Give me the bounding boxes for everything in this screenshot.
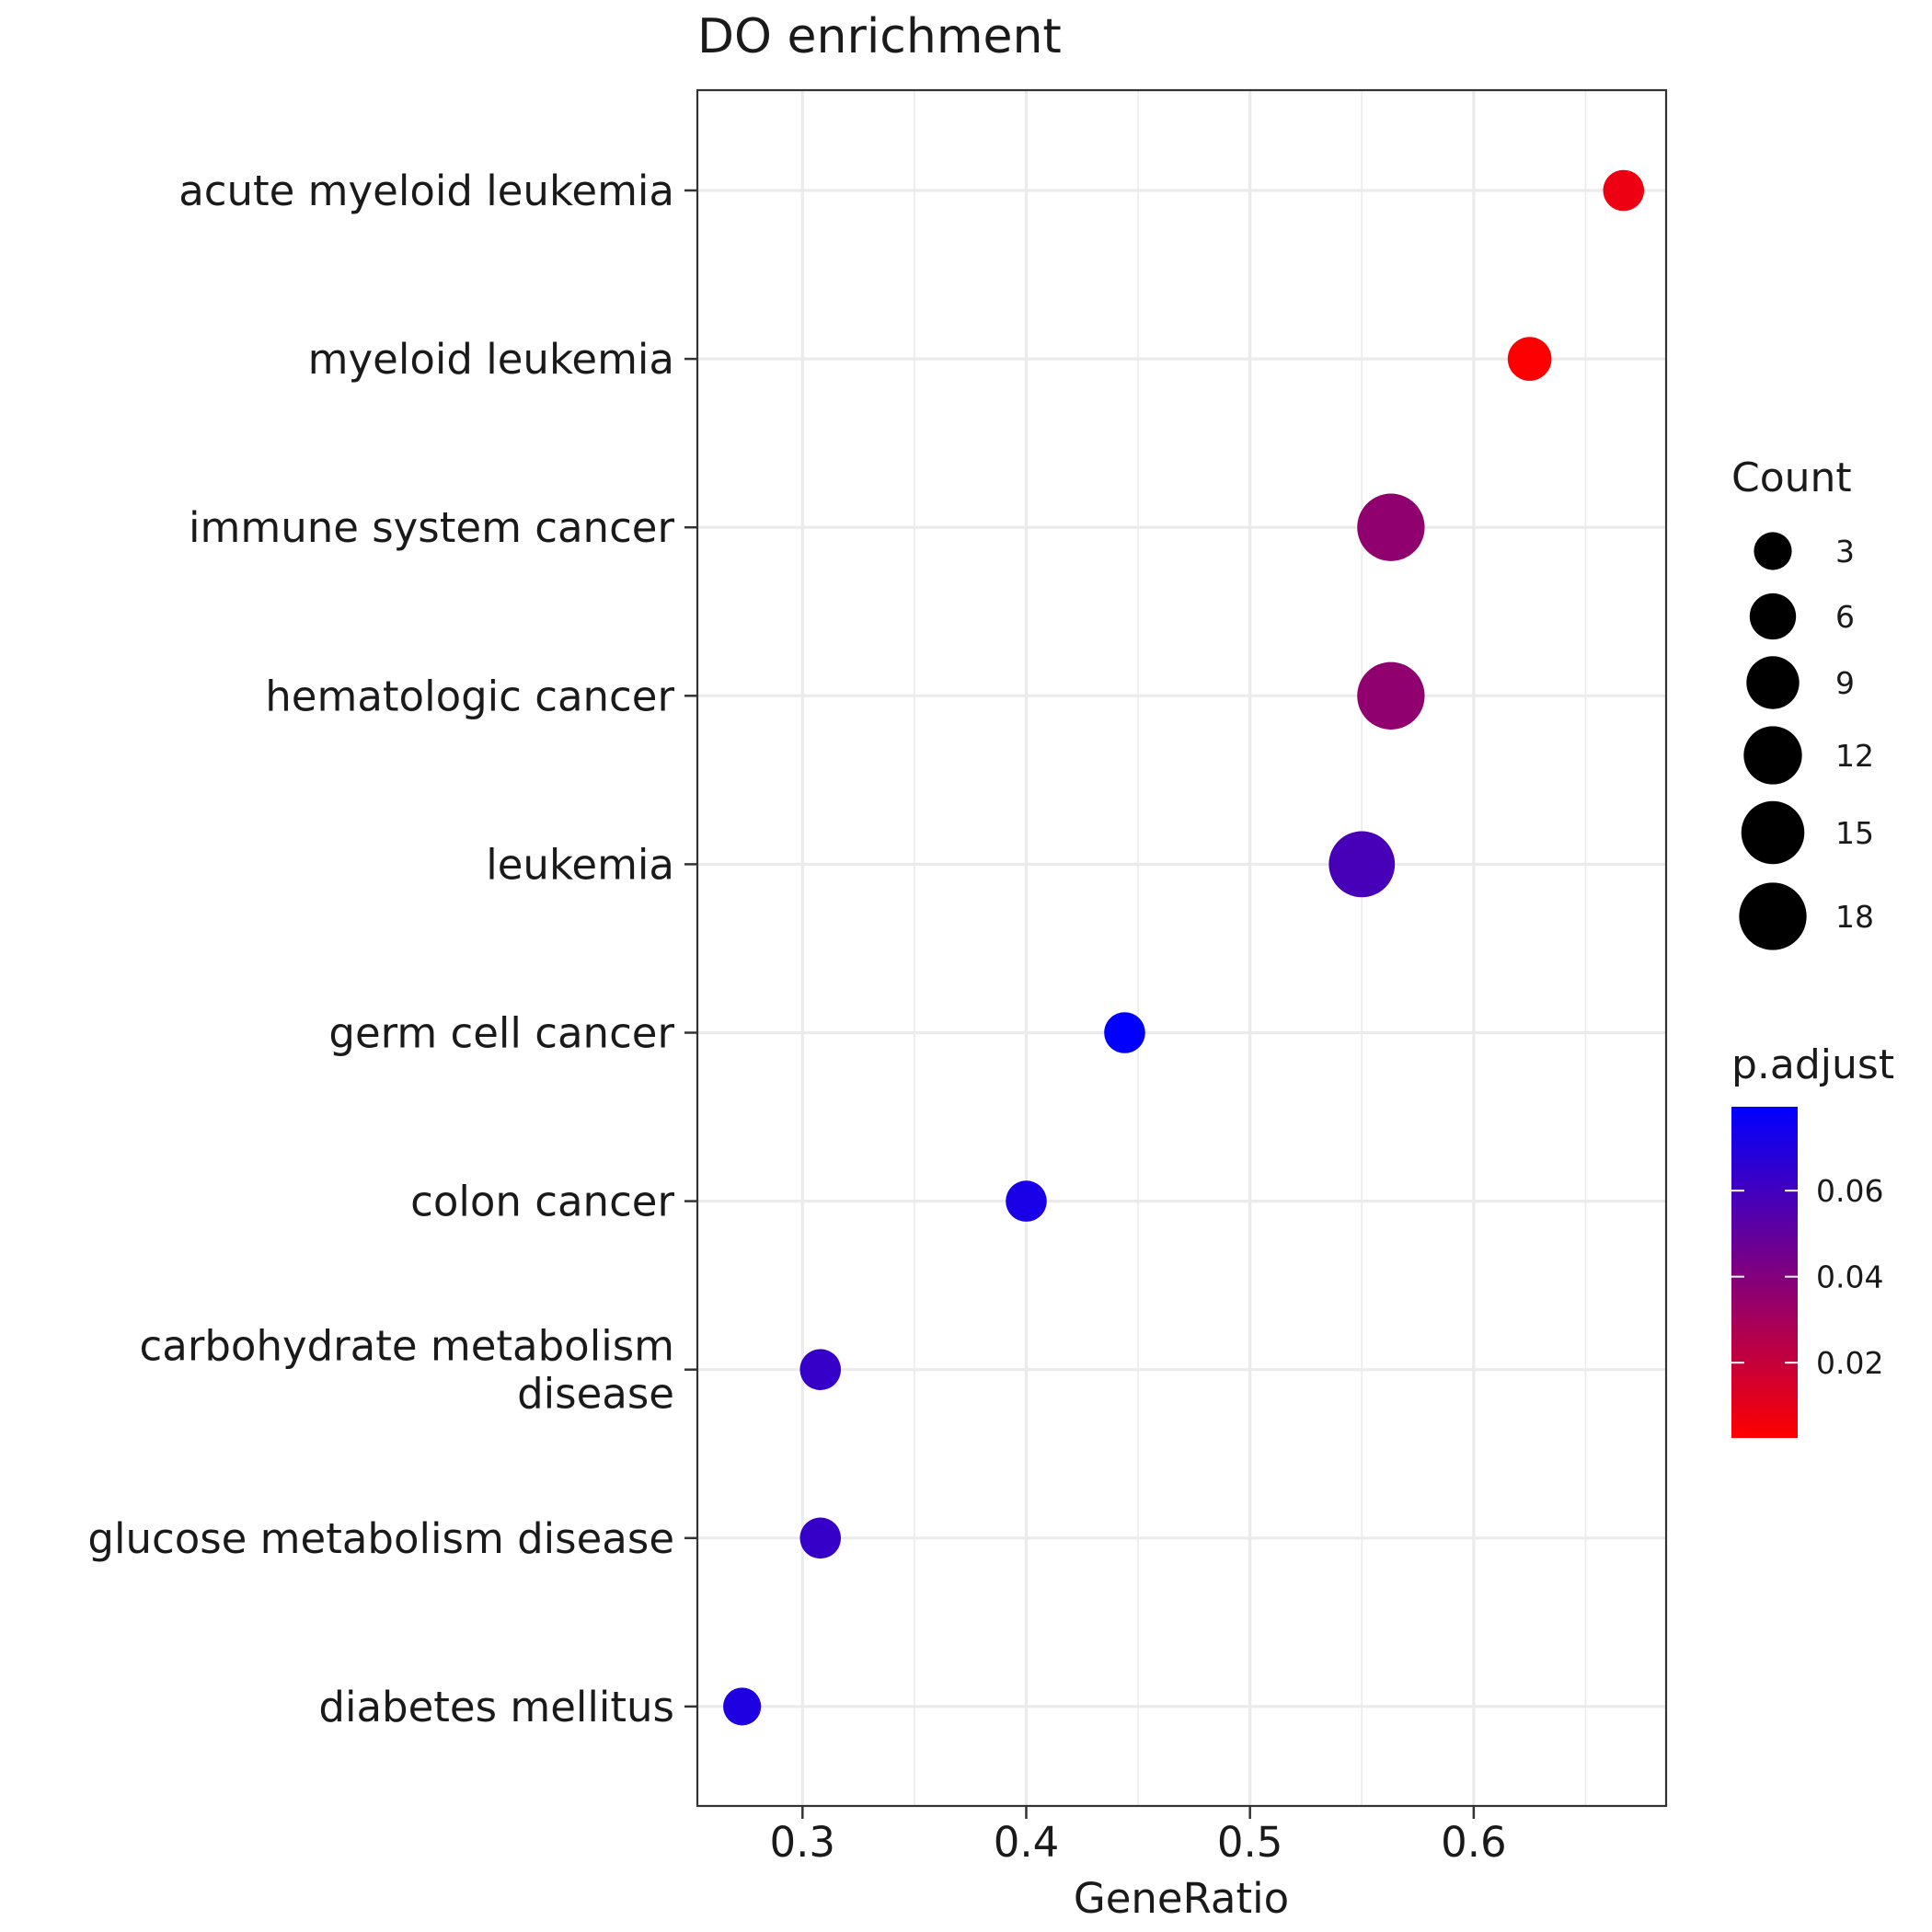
y-axis: acute myeloid leukemia myeloid leukemia im… [87, 167, 697, 1731]
y-tick-label: colon cancer [410, 1178, 674, 1226]
x-tick-label: 0.3 [770, 1818, 836, 1867]
y-tick-label: leukemia [486, 840, 674, 889]
y-tick-label: carbohydrate metabolism [140, 1322, 674, 1371]
y-tick-label: disease [517, 1370, 674, 1419]
chart-title: DO enrichment [697, 9, 1062, 64]
p-adjust-legend: p.adjust 0.06 0.04 0.02 [1731, 1041, 1894, 1438]
y-tick-label: diabetes mellitus [318, 1683, 674, 1731]
count-legend-label: 3 [1835, 534, 1855, 569]
count-legend-title: Count [1731, 454, 1852, 501]
colorbar-label: 0.04 [1816, 1259, 1883, 1295]
y-tick-label: glucose metabolism disease [87, 1514, 674, 1563]
y-tick-label: immune system cancer [189, 503, 674, 552]
data-point [1104, 1012, 1145, 1053]
data-point [1357, 493, 1425, 561]
count-legend-key [1754, 532, 1792, 570]
y-tick-label: germ cell cancer [328, 1009, 674, 1058]
count-legend-key [1749, 592, 1797, 640]
x-axis-label: GeneRatio [1074, 1874, 1289, 1923]
x-tick-label: 0.6 [1441, 1818, 1507, 1867]
p-adjust-colorbar [1731, 1107, 1798, 1438]
count-legend-key [1739, 882, 1807, 950]
x-axis: 0.3 0.4 0.5 0.6 [770, 1806, 1507, 1867]
y-tick-label: myeloid leukemia [308, 335, 674, 384]
panel-border [696, 88, 1668, 1808]
plot-panel [696, 88, 1668, 1808]
data-point [1507, 337, 1552, 381]
panel-background [697, 90, 1666, 1806]
count-legend-label: 9 [1835, 665, 1855, 701]
count-legend-key [1741, 800, 1805, 865]
count-legend: Count 3 6 9 12 15 18 [1731, 454, 1874, 950]
y-tick-label: hematologic cancer [265, 672, 674, 720]
data-point [799, 1517, 842, 1559]
count-legend-key [1746, 656, 1800, 709]
data-points [723, 169, 1645, 1726]
x-tick-label: 0.4 [994, 1818, 1060, 1867]
colorbar-label: 0.06 [1816, 1173, 1883, 1209]
count-legend-label: 6 [1835, 599, 1855, 635]
data-point [1603, 169, 1645, 212]
data-point [1357, 661, 1425, 730]
count-legend-label: 12 [1835, 738, 1874, 774]
grid-lines [697, 90, 1666, 1806]
count-legend-label: 15 [1835, 815, 1874, 851]
data-point [1328, 831, 1396, 898]
data-point [723, 1687, 762, 1726]
data-point [1006, 1180, 1047, 1222]
count-legend-label: 18 [1835, 899, 1874, 935]
x-tick-label: 0.5 [1217, 1818, 1283, 1867]
p-adjust-legend-title: p.adjust [1731, 1041, 1894, 1088]
y-tick-label: acute myeloid leukemia [178, 167, 674, 215]
data-point [799, 1349, 842, 1390]
colorbar-label: 0.02 [1816, 1345, 1883, 1381]
count-legend-key [1743, 726, 1802, 785]
